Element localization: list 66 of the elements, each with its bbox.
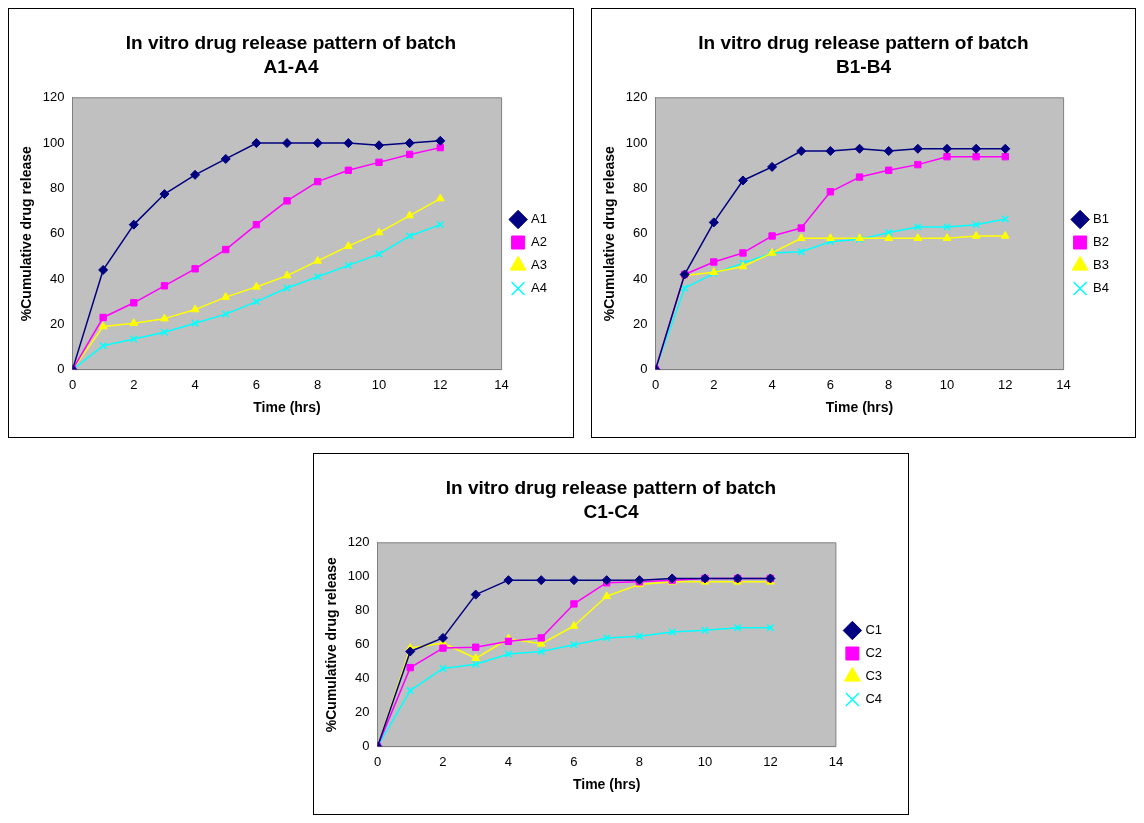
x-tick-label: 4 [191, 376, 199, 392]
y-tick-label: 40 [633, 270, 648, 286]
x-tick-label: 14 [1056, 376, 1071, 392]
x-tick-label: 6 [826, 376, 835, 392]
legend-label: A3 [531, 257, 548, 273]
y-tick-label: 120 [347, 534, 370, 550]
x-tick-label: 2 [710, 376, 718, 392]
y-tick-label: 0 [640, 361, 648, 377]
y-axis-title: %Cumulative drug release [601, 145, 618, 322]
legend-label: B2 [1093, 234, 1110, 250]
x-tick-label: 14 [494, 376, 509, 392]
x-tick-label: 2 [130, 376, 138, 392]
y-axis-title: %Cumulative drug release [323, 556, 340, 733]
x-axis-title: Time (hrs) [825, 399, 894, 416]
y-tick-label: 100 [347, 568, 370, 584]
x-tick-label: 10 [371, 376, 387, 392]
legend-label: A1 [531, 211, 548, 227]
y-tick-label: 60 [50, 225, 65, 241]
x-tick-label: 8 [314, 376, 322, 392]
x-tick-label: 12 [763, 753, 778, 769]
legend-label: B4 [1093, 280, 1110, 296]
chart-title: In vitro drug release pattern of batch B1-B4 [697, 31, 1030, 79]
y-tick-label: 60 [633, 225, 648, 241]
x-axis-title: Time (hrs) [572, 776, 641, 793]
x-tick-label: 6 [570, 753, 578, 769]
y-tick-label: 40 [355, 670, 370, 686]
legend-label: C1 [865, 622, 883, 638]
x-tick-label: 0 [373, 753, 382, 769]
legend-label: C4 [865, 691, 883, 707]
chart-title: In vitro drug release pattern of batch A1-A4 [124, 31, 458, 79]
legend-label: C3 [865, 668, 883, 684]
x-axis-title: Time (hrs) [253, 399, 321, 416]
legend-label: C2 [865, 645, 883, 661]
y-tick-label: 0 [57, 361, 65, 377]
y-tick-label: 40 [50, 270, 65, 286]
x-tick-label: 6 [252, 376, 261, 392]
x-tick-label: 8 [635, 753, 644, 769]
x-tick-label: 12 [433, 376, 448, 392]
x-tick-label: 8 [885, 376, 893, 392]
y-tick-label: 100 [625, 134, 648, 150]
x-tick-label: 0 [651, 376, 660, 392]
y-tick-label: 80 [355, 602, 370, 618]
y-tick-label: 0 [362, 738, 370, 754]
chart-title: In vitro drug release pattern of batch C1-C4 [444, 476, 778, 524]
legend-label: B1 [1093, 211, 1110, 227]
y-tick-label: 20 [50, 315, 65, 331]
y-tick-label: 100 [42, 134, 65, 150]
x-tick-label: 12 [998, 376, 1013, 392]
x-tick-label: 10 [939, 376, 955, 392]
y-tick-label: 80 [633, 179, 648, 195]
y-tick-label: 120 [625, 89, 648, 105]
x-tick-label: 0 [68, 376, 77, 392]
y-tick-label: 20 [355, 704, 370, 720]
y-tick-label: 20 [633, 315, 648, 331]
x-tick-label: 10 [697, 753, 713, 769]
legend-label: B3 [1093, 257, 1110, 273]
y-tick-label: 60 [355, 636, 370, 652]
x-tick-label: 4 [768, 376, 776, 392]
y-tick-label: 80 [50, 179, 65, 195]
y-tick-label: 120 [42, 89, 65, 105]
x-tick-label: 4 [504, 753, 513, 769]
y-axis-title: %Cumulative drug release [18, 145, 35, 322]
legend-label: A2 [531, 234, 548, 250]
x-tick-label: 14 [828, 753, 844, 769]
x-tick-label: 2 [439, 753, 447, 769]
legend-label: A4 [531, 280, 548, 296]
